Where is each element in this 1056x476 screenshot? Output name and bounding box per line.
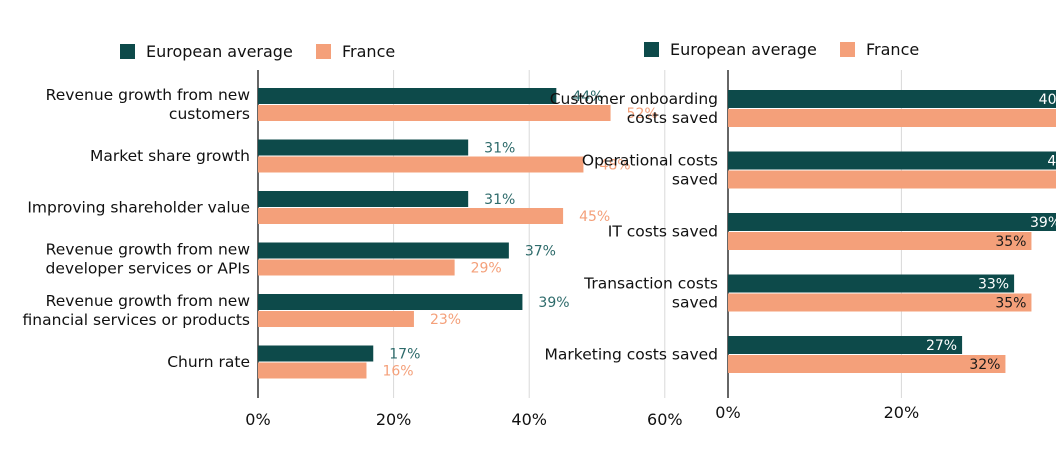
bar-european-average	[258, 191, 469, 207]
category-label: Revenue growth from new financial service…	[23, 292, 251, 329]
bar-france	[728, 293, 1032, 312]
data-label-france: 35%	[995, 296, 1026, 312]
bar-france	[258, 156, 584, 173]
legend-label-european-average: European average	[146, 42, 293, 61]
bar-european-average	[728, 274, 1015, 293]
data-label-france: 45%	[579, 209, 610, 225]
legend-swatch-european-average	[120, 44, 135, 59]
category-label: Market share growth	[90, 147, 250, 165]
category-label: Churn rate	[167, 353, 250, 371]
legend: European average France	[644, 40, 919, 59]
category-label: Revenue growth from new developer service…	[46, 241, 251, 278]
bar-european-average	[728, 213, 1056, 231]
bar-european-average	[728, 90, 1056, 108]
x-tick-label: 20%	[884, 403, 920, 422]
category-label: Marketing costs saved	[545, 346, 718, 364]
bar-european-average	[728, 336, 963, 354]
data-label-european-average: 33%	[978, 277, 1009, 293]
category-label: Improving shareholder value	[27, 199, 250, 217]
bar-france	[258, 362, 367, 379]
legend-swatch-france	[840, 42, 855, 57]
data-label-france: 16%	[382, 364, 413, 380]
bar-france	[258, 259, 455, 276]
data-label-france: 48%	[599, 158, 630, 174]
legend-label-france: France	[342, 42, 395, 61]
data-label-european-average: 17%	[389, 347, 420, 363]
bar-france	[728, 170, 1056, 189]
bar-european-average	[258, 139, 469, 156]
chart-1: 0% 20% 40% 60% European average France Revenue…	[23, 42, 683, 429]
x-tick-label: 20%	[376, 410, 412, 429]
bar-european-average	[258, 242, 509, 259]
category-label: Operational costs saved	[582, 152, 718, 189]
bar-european-average	[258, 88, 557, 104]
legend-label-france: France	[866, 40, 919, 59]
x-tick-label: 40%	[511, 410, 547, 429]
data-label-european-average: 40%	[1039, 92, 1056, 108]
category-label: Revenue growth from new customers	[46, 86, 251, 123]
data-label-france: 52%	[627, 106, 658, 122]
bar-france	[258, 311, 414, 327]
category-label: IT costs saved	[608, 223, 718, 241]
x-tick-label: 60%	[647, 410, 683, 429]
data-label-european-average: 39%	[538, 295, 569, 311]
legend-swatch-france	[316, 44, 331, 59]
data-label-european-average: 27%	[926, 338, 957, 354]
bar-france	[728, 355, 1006, 373]
data-label-france: 32%	[969, 357, 1000, 373]
data-label-european-average: 31%	[484, 141, 515, 157]
data-label-european-average: 39%	[1030, 215, 1056, 231]
legend-swatch-european-average	[644, 42, 659, 57]
bar-france	[728, 232, 1032, 250]
legend-label-european-average: European average	[670, 40, 817, 59]
data-label-france: 35%	[995, 234, 1026, 250]
bar-france	[258, 105, 611, 121]
bar-european-average	[258, 345, 374, 362]
chart-2: 0%20%40%60%European averageFranceCustome…	[545, 40, 1056, 422]
x-tick-label: 0%	[715, 403, 740, 422]
category-label: Customer onboarding costs saved	[550, 90, 718, 127]
data-label-france: 29%	[471, 261, 502, 277]
bar-france	[728, 109, 1056, 127]
bar-france	[258, 208, 564, 224]
data-label-france: 23%	[430, 312, 461, 328]
bar-european-average	[258, 294, 523, 310]
data-label-european-average: 41%	[1047, 154, 1056, 170]
category-label: Transaction costs saved	[583, 275, 718, 312]
data-label-european-average: 44%	[572, 89, 603, 105]
legend: European average France	[120, 42, 395, 61]
data-label-european-average: 37%	[525, 244, 556, 260]
bar-european-average	[728, 151, 1056, 170]
data-label-european-average: 31%	[484, 192, 515, 208]
x-tick-label: 0%	[245, 410, 270, 429]
